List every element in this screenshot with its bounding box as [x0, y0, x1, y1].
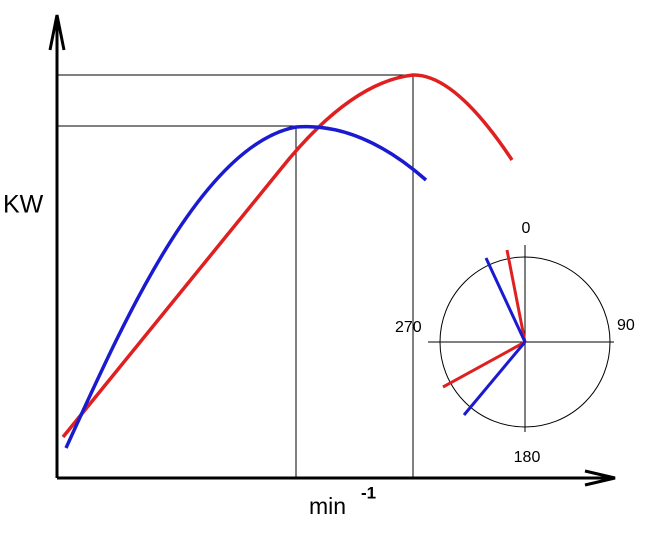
- red-curve: [61, 73, 514, 439]
- blue-vector: [484, 257, 527, 343]
- polar-label: 0: [522, 220, 531, 237]
- x-axis-exponent: -1: [361, 483, 376, 502]
- polar-label: 270: [395, 319, 422, 336]
- x-axis-arrow: [584, 469, 616, 487]
- blue-curve: [64, 124, 428, 449]
- x-axis-label: min: [309, 493, 346, 519]
- y-axis-arrow: [48, 14, 66, 51]
- y-axis-label: KW: [3, 191, 44, 219]
- red-vector: [442, 340, 526, 389]
- red-vector: [505, 249, 527, 343]
- blue-vector: [462, 341, 527, 416]
- polar-label: 180: [514, 449, 541, 466]
- polar-label: 90: [617, 317, 635, 334]
